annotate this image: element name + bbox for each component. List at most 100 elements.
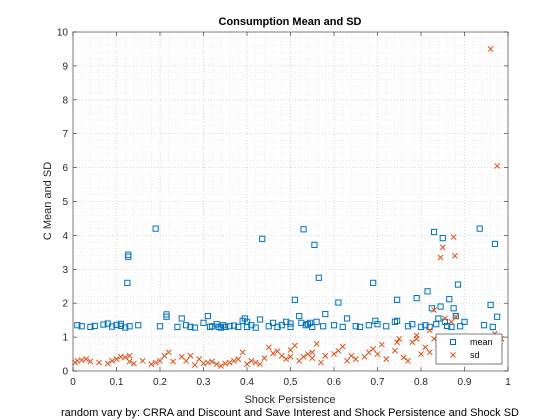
- mean-point: [226, 323, 233, 330]
- mean-point: [352, 323, 359, 330]
- mean-point: [117, 320, 124, 327]
- x-tick-label: 0.6: [327, 377, 341, 388]
- y-tick-label: 10: [57, 28, 69, 39]
- legend-mean-marker: [450, 339, 456, 345]
- sd-point: [278, 352, 285, 359]
- sd-point: [265, 344, 272, 351]
- x-tick-label: 0: [70, 377, 76, 388]
- mean-point: [259, 235, 266, 242]
- mean-point: [296, 312, 303, 320]
- mean-point: [461, 318, 468, 325]
- mean-point: [457, 323, 464, 330]
- mean-point: [489, 323, 496, 331]
- sd-point: [270, 350, 277, 357]
- mean-point: [178, 315, 185, 322]
- mean-point: [357, 323, 364, 331]
- chart-title: Consumption Mean and SD: [219, 16, 362, 28]
- mean-point: [365, 322, 372, 329]
- sd-point: [365, 349, 372, 356]
- sd-point: [235, 356, 242, 363]
- sd-point: [291, 342, 298, 349]
- mean-point: [437, 303, 444, 310]
- mean-point: [339, 323, 346, 331]
- sd-point: [191, 361, 198, 368]
- legend-sd-marker: [450, 352, 456, 358]
- mean-point: [494, 313, 501, 320]
- sd-point: [78, 357, 85, 364]
- mean-point: [270, 319, 277, 326]
- sd-point: [394, 339, 401, 346]
- mean-point: [309, 323, 316, 331]
- sd-point: [109, 357, 116, 364]
- y-tick-label: 2: [62, 299, 68, 310]
- mean-point: [265, 323, 272, 330]
- legend: mean sd: [435, 333, 503, 365]
- sd-point: [494, 162, 501, 169]
- mean-point: [322, 310, 329, 318]
- mean-point: [313, 318, 320, 325]
- sd-point: [441, 315, 448, 322]
- mean-point: [374, 321, 381, 328]
- sd-point: [439, 244, 446, 251]
- x-tick-label: 0.7: [371, 377, 385, 388]
- mean-point: [287, 320, 294, 327]
- sd-point: [361, 353, 368, 360]
- sd-point: [300, 353, 307, 360]
- mean-point: [152, 225, 159, 232]
- y-tick-label: 3: [62, 265, 68, 276]
- mean-point: [417, 323, 425, 331]
- mean-point: [426, 323, 433, 331]
- y-tick-label: 0: [62, 367, 68, 378]
- mean-point: [174, 323, 181, 331]
- sd-point: [139, 357, 146, 364]
- legend-box: [435, 333, 503, 365]
- mean-point: [320, 323, 327, 330]
- sd-point: [244, 361, 250, 368]
- mean-point: [163, 311, 170, 318]
- y-tick-label: 1: [62, 333, 68, 344]
- mean-point: [383, 323, 390, 330]
- sd-point: [200, 360, 207, 367]
- mean-point: [343, 315, 351, 322]
- sd-point: [322, 352, 329, 359]
- mean-point: [444, 322, 451, 330]
- sd-point: [209, 358, 216, 365]
- mean-point: [311, 241, 318, 248]
- y-tick-labels: 0 1 2 3 4 5 6 7 8 9 10: [57, 28, 69, 378]
- mean-point: [243, 318, 251, 325]
- x-tick-label: 0.2: [153, 377, 167, 388]
- mean-point: [200, 319, 207, 326]
- tick-marks: [72, 31, 509, 372]
- mean-point: [404, 323, 412, 330]
- mean-point: [283, 318, 290, 325]
- mean-point: [393, 296, 401, 303]
- x-tick-labels: 0 0.1 0.2 0.3 0.4 0.5 0.6 0.7 0.8 0.9 1: [70, 377, 511, 388]
- sd-point: [148, 361, 155, 368]
- sd-point: [413, 332, 420, 339]
- mean-point: [122, 324, 129, 331]
- sd-point: [222, 360, 229, 367]
- mean-point: [91, 322, 98, 330]
- sd-point: [331, 351, 337, 358]
- sd-point: [422, 344, 429, 351]
- sd-point: [348, 352, 355, 359]
- mean-point: [235, 323, 242, 331]
- sd-point: [317, 359, 324, 366]
- sd-point: [418, 351, 424, 358]
- mean-point: [156, 323, 164, 330]
- sd-point: [126, 358, 133, 365]
- mean-point: [448, 323, 455, 331]
- x-tick-label: 0.9: [458, 377, 472, 388]
- sd-point: [452, 313, 459, 320]
- sd-point: [451, 252, 458, 259]
- mean-point: [446, 296, 453, 303]
- mean-point: [422, 322, 429, 329]
- mean-point: [222, 323, 229, 331]
- sd-point: [400, 354, 407, 361]
- mean-point: [274, 323, 281, 331]
- mean-point: [124, 279, 131, 286]
- sd-point: [196, 356, 203, 363]
- legend-mean-label: mean: [470, 337, 493, 347]
- sd-point: [230, 357, 237, 364]
- x-axis-label: Shock Persistence: [244, 394, 335, 406]
